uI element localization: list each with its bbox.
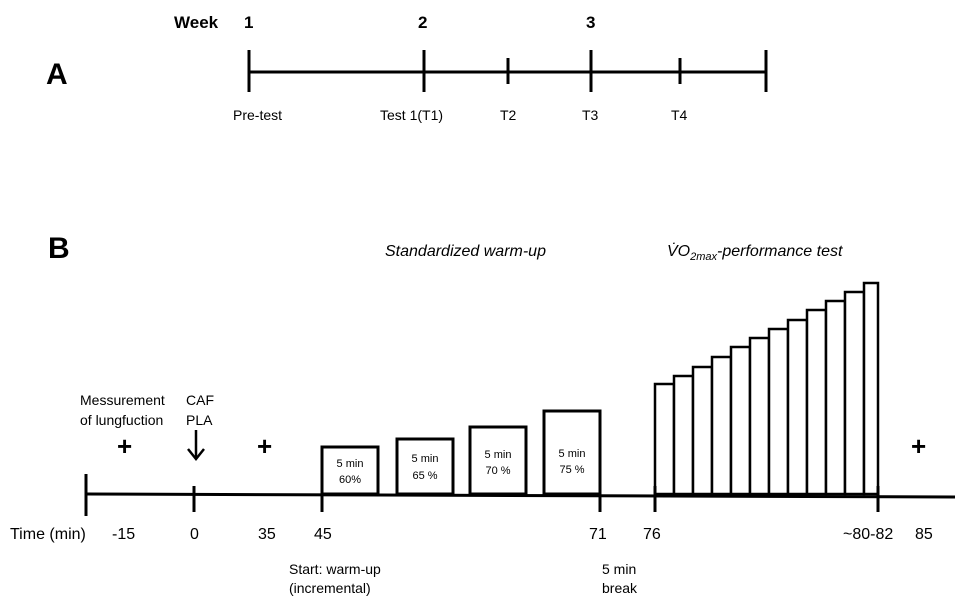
vo2max-test-title: V̇O2max-performance test bbox=[667, 242, 843, 263]
time-label-minus15: -15 bbox=[112, 526, 135, 543]
ramp-step bbox=[691, 365, 714, 496]
pretest-label: Pre-test bbox=[233, 107, 282, 123]
ramp-step bbox=[672, 374, 695, 496]
warmup-box-2-duration: 5 min bbox=[412, 453, 439, 465]
week-1-label: 1 bbox=[244, 13, 253, 32]
week-2-label: 2 bbox=[418, 13, 427, 32]
plus-icon-minus15: + bbox=[117, 431, 132, 461]
warmup-box-4: 5 min 75 % bbox=[542, 409, 602, 496]
warmup-start-label-2: (incremental) bbox=[289, 580, 371, 596]
plus-icon-85: + bbox=[911, 431, 926, 461]
test1-label: Test 1(T1) bbox=[380, 107, 443, 123]
time-label-45: 45 bbox=[314, 526, 332, 543]
ramp-step bbox=[786, 318, 809, 496]
warmup-box-3-duration: 5 min bbox=[485, 449, 512, 461]
t4-label: T4 bbox=[671, 107, 688, 123]
time-axis-line bbox=[85, 492, 955, 499]
warmup-box-1-intensity: 60% bbox=[339, 474, 361, 486]
time-label-0: 0 bbox=[190, 526, 199, 543]
panel-a-label: A bbox=[46, 58, 68, 91]
time-label-76: 76 bbox=[643, 526, 661, 543]
ramp-step bbox=[710, 355, 733, 496]
ingestion-arrow-icon bbox=[187, 430, 205, 462]
time-label-85: 85 bbox=[915, 526, 933, 543]
warmup-box-2: 5 min 65 % bbox=[395, 437, 455, 496]
ramp-step bbox=[748, 336, 771, 496]
ramp-step bbox=[843, 290, 866, 496]
lung-measurement-label-2: of lungfuction bbox=[80, 412, 163, 428]
vo2-tail: -performance test bbox=[717, 243, 843, 260]
t2-label: T2 bbox=[500, 107, 517, 123]
warmup-box-3: 5 min 70 % bbox=[468, 425, 528, 496]
t3-label: T3 bbox=[582, 107, 599, 123]
warmup-title: Standardized warm-up bbox=[385, 243, 546, 260]
vo2max-ramp-bars bbox=[653, 281, 880, 496]
time-label-71: 71 bbox=[589, 526, 607, 543]
ramp-step bbox=[729, 345, 752, 496]
warmup-box-1-duration: 5 min bbox=[337, 458, 364, 470]
panel-b-label: B bbox=[48, 232, 70, 265]
warmup-box-1: 5 min 60% bbox=[320, 445, 380, 496]
ramp-step bbox=[767, 327, 790, 496]
plus-icon-35: + bbox=[257, 431, 272, 461]
warmup-box-4-duration: 5 min bbox=[559, 448, 586, 460]
vo2-main: V̇O bbox=[667, 242, 690, 260]
time-axis bbox=[84, 474, 955, 516]
ramp-step bbox=[653, 382, 676, 496]
pla-label: PLA bbox=[186, 412, 213, 428]
warmup-start-label-1: Start: warm-up bbox=[289, 561, 381, 577]
ramp-step bbox=[805, 308, 828, 496]
lung-measurement-label-1: Messurement bbox=[80, 392, 165, 408]
warmup-box-4-intensity: 75 % bbox=[559, 464, 584, 476]
ramp-step bbox=[824, 299, 847, 496]
warmup-box-2-intensity: 65 % bbox=[412, 470, 437, 482]
time-label-80-82: ~80-82 bbox=[843, 526, 893, 543]
time-label-35: 35 bbox=[258, 526, 276, 543]
warmup-box-3-intensity: 70 % bbox=[485, 465, 510, 477]
vo2-subscript: 2max bbox=[689, 251, 717, 263]
week-timeline bbox=[247, 50, 768, 92]
week-label: Week bbox=[174, 13, 219, 32]
time-axis-label: Time (min) bbox=[10, 526, 86, 543]
week-3-label: 3 bbox=[586, 13, 595, 32]
ramp-step bbox=[862, 281, 880, 496]
caf-label: CAF bbox=[186, 392, 214, 408]
break-label-1: 5 min bbox=[602, 561, 636, 577]
break-label-2: break bbox=[602, 580, 638, 596]
